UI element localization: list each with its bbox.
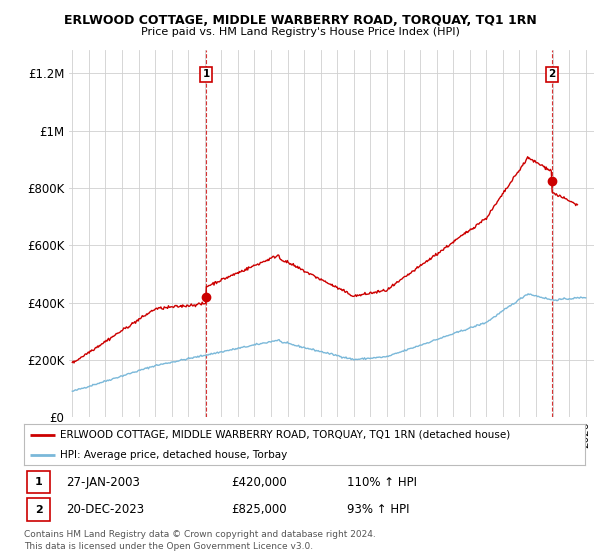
Text: 20-DEC-2023: 20-DEC-2023 [66,503,144,516]
Text: 27-JAN-2003: 27-JAN-2003 [66,475,140,488]
FancyBboxPatch shape [27,498,50,521]
Text: ERLWOOD COTTAGE, MIDDLE WARBERRY ROAD, TORQUAY, TQ1 1RN (detached house): ERLWOOD COTTAGE, MIDDLE WARBERRY ROAD, T… [61,430,511,440]
Text: 110% ↑ HPI: 110% ↑ HPI [347,475,416,488]
Text: HPI: Average price, detached house, Torbay: HPI: Average price, detached house, Torb… [61,450,288,460]
FancyBboxPatch shape [27,470,50,493]
Text: ERLWOOD COTTAGE, MIDDLE WARBERRY ROAD, TORQUAY, TQ1 1RN: ERLWOOD COTTAGE, MIDDLE WARBERRY ROAD, T… [64,13,536,27]
Text: 2: 2 [548,69,556,80]
Text: Price paid vs. HM Land Registry's House Price Index (HPI): Price paid vs. HM Land Registry's House … [140,27,460,38]
Text: 93% ↑ HPI: 93% ↑ HPI [347,503,409,516]
Text: 1: 1 [202,69,209,80]
Text: 2: 2 [35,505,43,515]
Text: Contains HM Land Registry data © Crown copyright and database right 2024.
This d: Contains HM Land Registry data © Crown c… [24,530,376,550]
Text: £420,000: £420,000 [232,475,287,488]
Text: 1: 1 [35,477,43,487]
Text: £825,000: £825,000 [232,503,287,516]
